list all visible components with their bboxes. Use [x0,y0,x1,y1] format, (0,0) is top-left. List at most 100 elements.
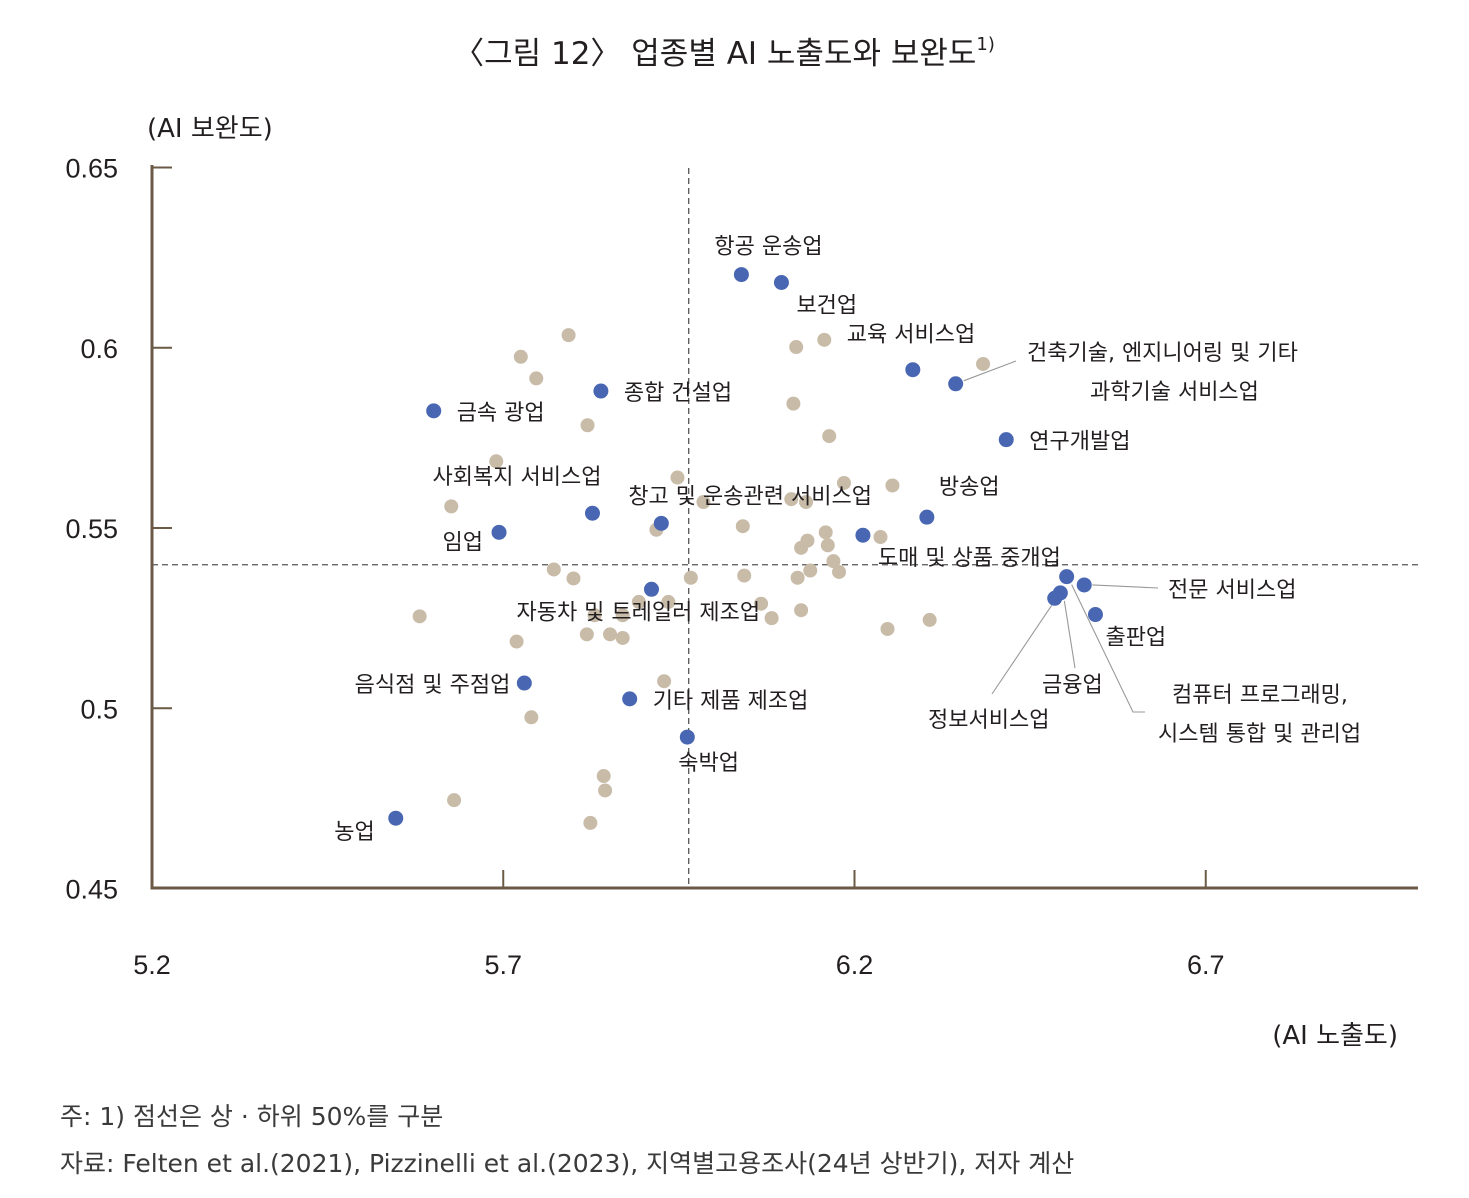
y-tick-label: 0.55 [65,514,118,544]
scatter-point-highlight [622,691,638,707]
scatter-point-highlight [1087,607,1103,623]
scatter-point-other [832,564,847,579]
scatter-point-other [587,608,602,623]
scatter-point-other [754,596,769,611]
scatter-point-other [976,356,991,371]
leader-line [1071,584,1145,713]
scatter-point-highlight [653,515,669,531]
scatter-point-other [524,710,539,725]
chart-title: 〈그림 12〉 업종별 AI 노출도와 보완도1) [453,34,995,72]
scatter-point-other [786,396,801,411]
scatter-point-other [447,793,462,808]
scatter-point-other [822,429,837,444]
scatter-point-other [579,627,594,642]
chart-title-footnote: 1) [976,34,994,55]
scatter-point-other [631,594,646,609]
scatter-point-other [661,594,676,609]
point-label: 임업 [443,530,483,555]
scatter-point-other [784,492,799,507]
point-label: 전문 서비스업 [1168,578,1296,603]
scatter-point-other [735,519,750,534]
y-tick-label: 0.6 [80,334,118,364]
source-note: 자료: Felten et al.(2021), Pizzinelli et a… [60,1149,1075,1178]
point-label: 농업 [334,820,374,845]
scatter-point-other [657,674,672,689]
scatter-point-highlight [426,403,442,419]
x-axis-title: (AI 노출도) [1272,1021,1398,1051]
scatter-point-other [794,603,809,618]
scatter-point-other [803,563,818,578]
point-label: 항공 운송업 [714,235,822,260]
scatter-point-highlight [491,524,507,540]
scatter-point-highlight [905,362,921,378]
footnote: 주: 1) 점선은 상 · 하위 50%를 구분 [60,1102,444,1131]
x-tick-label: 6.7 [1187,950,1225,980]
other-industry-points [412,328,991,830]
x-tick-label: 5.2 [133,950,171,980]
leader-line [991,604,1053,695]
scatter-point-highlight [679,729,695,745]
scatter-point-other [513,349,528,364]
median-guides [152,168,1418,888]
scatter-point-highlight [733,267,749,283]
scatter-point-other [764,611,779,626]
y-tick-label: 0.5 [80,694,118,724]
scatter-point-highlight [593,383,609,399]
scatter-point-highlight [919,509,935,525]
point-label: 보건업 [796,293,857,318]
scatter-point-other [489,454,504,469]
scatter-point-other [412,609,427,624]
point-label: 음식점 및 주점업 [355,673,511,698]
point-label: 출판업 [1105,626,1166,651]
axes: 0.45 0.5 0.55 0.6 0.65 5.2 5.7 6.2 6.7 [65,154,1418,980]
scatter-point-other [598,783,613,798]
scatter-point-other [580,418,595,433]
x-tick-label: 6.2 [836,950,874,980]
point-label: 종합 건설업 [624,381,732,406]
point-label: 금속 광업 [457,401,545,426]
point-label: 기타 제품 제조업 [653,689,809,714]
highlighted-industry-points [388,267,1103,826]
scatter-point-other [561,328,576,343]
scatter-point-other [836,475,851,490]
scatter-point-other [873,530,888,545]
scatter-point-other [683,570,698,585]
leader-line [1063,600,1076,669]
point-label: 과학기술 서비스업 [1090,380,1259,405]
scatter-point-other [615,608,630,623]
scatter-point-other [880,621,895,636]
label-leader-lines [963,360,1159,713]
x-tick-label: 5.7 [484,950,522,980]
point-label: 정보서비스업 [928,708,1049,733]
point-label: 연구개발업 [1029,430,1130,455]
scatter-point-other [529,371,544,386]
point-label: 도매 및 상품 중개업 [878,546,1061,571]
scatter-point-highlight [388,810,404,826]
scatter-point-highlight [1059,569,1075,585]
point-label: 건축기술, 엔지니어링 및 기타 [1027,341,1298,366]
scatter-point-other [820,538,835,553]
point-label: 금융업 [1042,673,1103,698]
point-label: 숙박업 [678,751,739,776]
scatter-point-other [566,571,581,586]
leader-line [1092,584,1159,589]
scatter-point-other [817,332,832,347]
scatter-point-other [546,562,561,577]
scatter-point-other [922,612,937,627]
point-label: 방송업 [939,475,1000,500]
scatter-point-other [509,634,524,649]
scatter-point-highlight [773,274,789,290]
scatter-point-other [790,570,805,585]
point-label: 창고 및 운송관련 서비스업 [628,484,872,509]
leader-line [963,360,1017,382]
scatter-point-highlight [1052,585,1068,601]
scatter-point-other [826,554,841,569]
scatter-point-other [799,495,814,510]
scatter-point-highlight [855,527,871,543]
scatter-point-other [444,499,459,514]
scatter-point-other [596,769,611,784]
scatter-point-other [615,630,630,645]
scatter-point-highlight [584,505,600,521]
